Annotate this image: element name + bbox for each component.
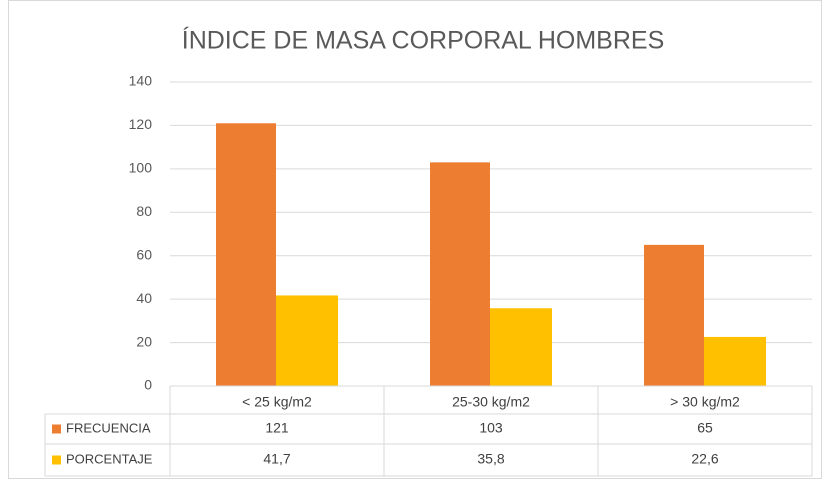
legend-label: FRECUENCIA	[66, 420, 151, 435]
table-value: 121	[265, 420, 289, 436]
table-value: 35,8	[477, 451, 504, 467]
chart-title: ÍNDICE DE MASA CORPORAL HOMBRES	[182, 26, 665, 55]
legend-key	[52, 455, 61, 465]
bar	[430, 162, 490, 386]
x-tick-label: < 25 kg/m2	[242, 394, 312, 410]
y-tick-label: 40	[136, 290, 152, 306]
y-tick-label: 120	[129, 116, 153, 132]
bar	[644, 244, 704, 386]
y-tick-label: 80	[136, 203, 152, 219]
bar	[704, 336, 766, 386]
bar	[490, 308, 552, 386]
x-tick-label: 25-30 kg/m2	[452, 394, 530, 410]
y-tick-label: 140	[129, 73, 153, 89]
y-tick-label: 100	[129, 160, 153, 176]
chart-border	[8, 0, 822, 479]
y-tick-label: 20	[136, 333, 152, 349]
bar	[276, 295, 338, 386]
table-value: 103	[479, 420, 503, 436]
table-value: 65	[697, 420, 713, 436]
legend-label: PORCENTAJE	[66, 451, 153, 466]
y-tick-label: 60	[136, 246, 152, 262]
table-value: 41,7	[263, 451, 290, 467]
y-tick-label: 0	[144, 377, 152, 393]
table-value: 22,6	[691, 451, 718, 467]
bar	[216, 123, 276, 386]
x-tick-label: > 30 kg/m2	[670, 394, 740, 410]
legend-key	[52, 424, 61, 434]
